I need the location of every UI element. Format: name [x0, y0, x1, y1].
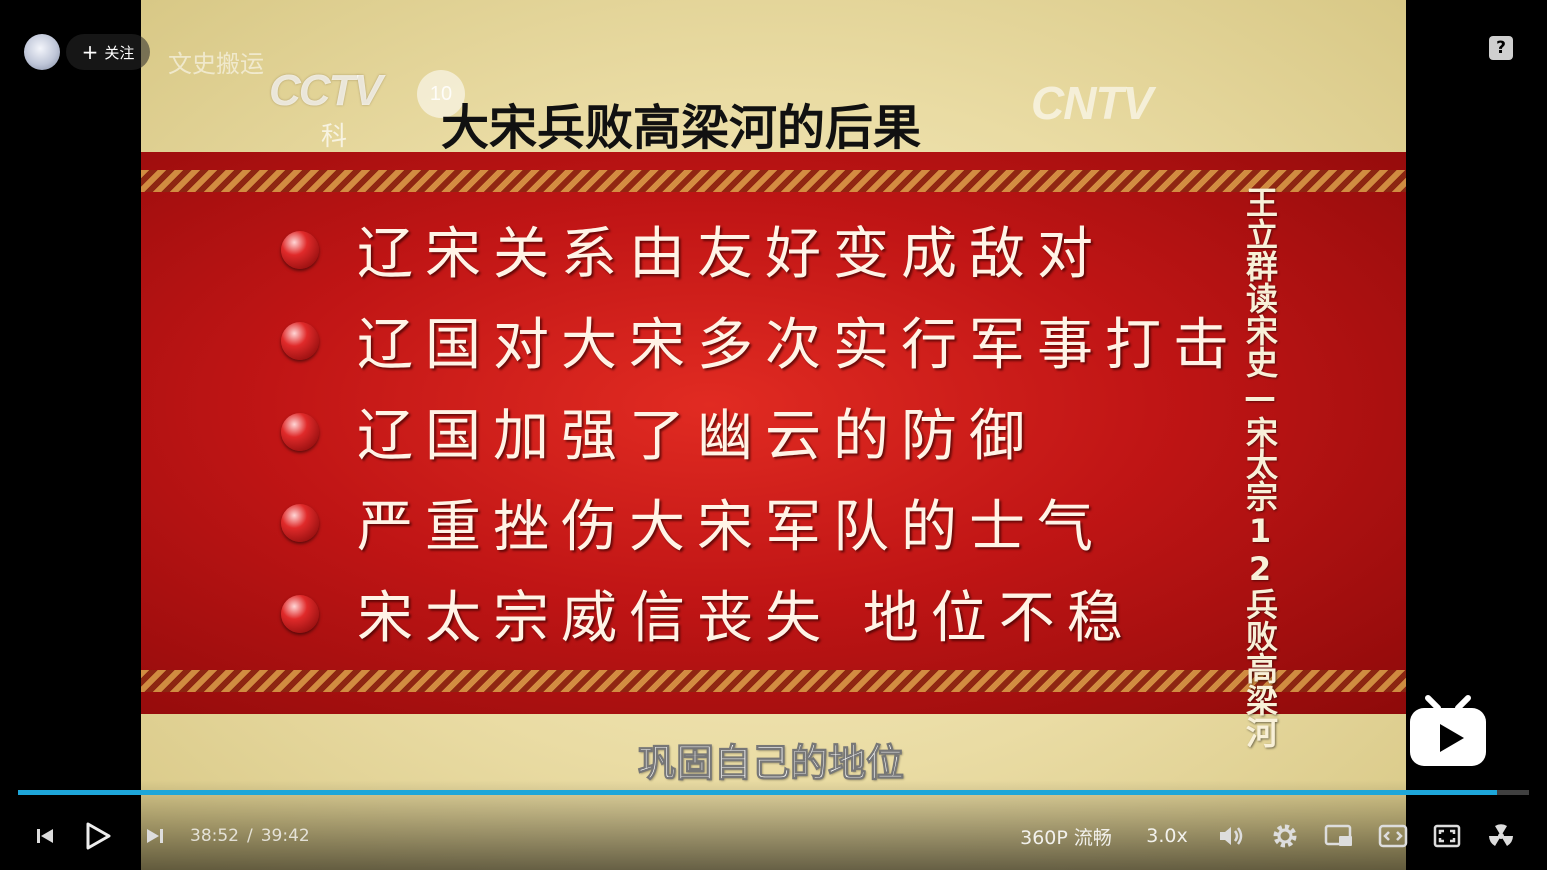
duration: 39:42	[260, 826, 310, 846]
slide-red-panel: 辽宋关系由友好变成敌对 辽国对大宋多次实行军事打击 辽国加强了幽云的防御 严重挫…	[141, 152, 1406, 714]
bullet-dot-icon	[281, 412, 319, 451]
bullet-text: 辽宋关系由友好变成敌对	[357, 222, 1105, 287]
speed-button[interactable]: 3.0x	[1142, 810, 1192, 862]
channel-number-logo: 10	[417, 70, 465, 118]
bullet-item: 辽国对大宋多次实行军事打击	[281, 295, 1261, 386]
volume-button[interactable]	[1214, 810, 1248, 862]
web-fullscreen-icon	[1378, 824, 1408, 848]
volume-icon	[1220, 827, 1243, 845]
cntv-logo: CNTV	[1031, 77, 1153, 129]
follow-button[interactable]: + 关注	[66, 34, 150, 70]
bullet-item: 宋太宗威信丧失 地位不稳	[281, 568, 1261, 659]
bullet-text: 辽国加强了幽云的防御	[357, 404, 1037, 469]
bullet-dot-icon	[281, 230, 319, 269]
gear-icon	[1273, 824, 1297, 848]
player-controls: 38:52 / 39:42 360P 流畅 3.0x	[0, 810, 1547, 862]
bullet-item: 辽宋关系由友好变成敌对	[281, 204, 1261, 295]
play-button[interactable]	[80, 810, 116, 862]
time-display: 38:52 / 39:42	[190, 810, 310, 862]
vertical-program-caption: 王立群读宋史—宋太宗12兵败高梁河	[1241, 186, 1279, 748]
radiation-icon	[1489, 824, 1513, 846]
video-subtitle: 巩固自己的地位	[637, 741, 904, 786]
bilibili-tv-logo-icon[interactable]	[1408, 694, 1488, 768]
picture-in-picture-button[interactable]	[1322, 810, 1356, 862]
uploader-name[interactable]: 文史搬运	[168, 50, 264, 78]
follow-label: 关注	[104, 43, 135, 62]
current-time: 38:52	[190, 826, 239, 846]
fullscreen-button[interactable]	[1430, 810, 1464, 862]
skip-previous-icon	[37, 829, 53, 843]
controls-gradient	[141, 780, 1406, 870]
channel-sub-logo: 科教	[321, 122, 386, 189]
slide-title: 大宋兵败高梁河的后果	[441, 100, 922, 156]
next-button[interactable]	[140, 810, 170, 862]
bullet-dot-icon	[281, 321, 319, 360]
web-fullscreen-button[interactable]	[1376, 810, 1410, 862]
danmaku-button[interactable]	[1484, 810, 1518, 862]
previous-button[interactable]	[30, 810, 60, 862]
bullet-text: 宋太宗威信丧失 地位不稳	[357, 586, 1135, 651]
rope-border-top	[141, 170, 1406, 192]
play-icon	[86, 822, 111, 850]
bullet-text: 严重挫伤大宋军队的士气	[357, 495, 1105, 560]
settings-button[interactable]	[1268, 810, 1302, 862]
bullet-dot-icon	[281, 503, 319, 542]
cctv-logo: CCTV	[269, 66, 383, 115]
bullet-dot-icon	[281, 594, 319, 633]
quality-button[interactable]: 360P 流畅	[1016, 810, 1116, 862]
fullscreen-icon	[1433, 824, 1461, 848]
video-frame[interactable]: CCTV 10 科教 CNTV 大宋兵败高梁河的后果 辽宋关系由友好变成敌对 辽…	[141, 0, 1406, 870]
skip-next-icon	[147, 829, 163, 843]
bullet-item: 严重挫伤大宋军队的士气	[281, 477, 1261, 568]
bullet-item: 辽国加强了幽云的防御	[281, 386, 1261, 477]
help-icon[interactable]: ?	[1489, 36, 1513, 60]
progress-bar[interactable]	[18, 790, 1529, 795]
bullet-text: 辽国对大宋多次实行军事打击	[357, 313, 1241, 378]
uploader-avatar[interactable]	[24, 34, 60, 70]
rope-border-bottom	[141, 670, 1406, 692]
bullet-list: 辽宋关系由友好变成敌对 辽国对大宋多次实行军事打击 辽国加强了幽云的防御 严重挫…	[281, 204, 1261, 659]
time-separator: /	[247, 826, 253, 846]
progress-bar-fill	[18, 790, 1498, 795]
plus-icon: +	[81, 40, 99, 64]
picture-in-picture-icon	[1324, 824, 1352, 846]
